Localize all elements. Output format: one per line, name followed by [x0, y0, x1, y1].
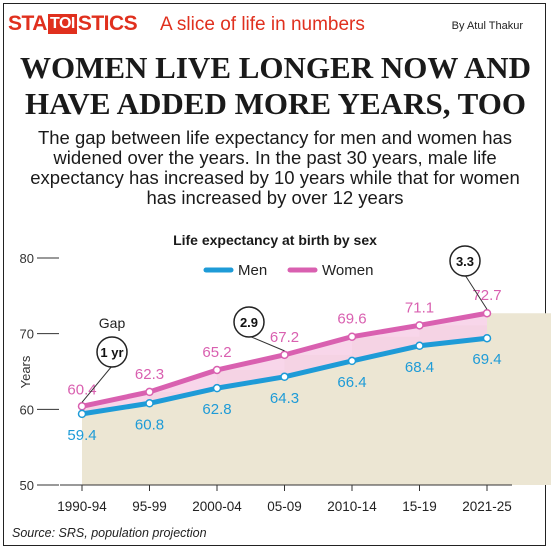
gap-callout-leader	[81, 365, 113, 403]
gap-callout-bubble	[449, 245, 481, 277]
gap-callout-leader	[248, 335, 285, 352]
x-tick-label: 15-19	[402, 499, 437, 514]
tagline: A slice of life in numbers	[160, 14, 365, 35]
women-value-label: 72.7	[472, 287, 501, 304]
men-value-label: 62.8	[202, 401, 231, 418]
men-data-point	[280, 372, 289, 382]
women-data-point	[145, 387, 154, 397]
gap-callout-value: 2.9	[240, 315, 258, 330]
chart-title: Life expectancy at birth by sex	[173, 232, 377, 248]
gap-area	[82, 313, 487, 414]
women-data-point	[280, 350, 289, 360]
x-tick-label: 2021-25	[462, 499, 512, 514]
headline: WOMEN LIVE LONGER NOW AND HAVE ADDED MOR…	[20, 50, 531, 121]
category-column-band	[217, 369, 285, 485]
men-data-point	[212, 383, 222, 393]
women-data-point	[482, 308, 492, 318]
byline: By Atul Thakur	[451, 20, 523, 32]
x-tick-label: 95-99	[132, 499, 167, 514]
women-data-point	[415, 321, 424, 330]
women-data-point	[347, 332, 357, 341]
women-legend-label: Women	[322, 262, 373, 279]
women-value-label: 62.3	[135, 366, 164, 383]
men-legend-label: Men	[238, 262, 267, 279]
men-data-point	[482, 333, 492, 343]
men-data-point	[347, 356, 357, 366]
women-value-label: 67.2	[270, 329, 299, 346]
women-data-point	[212, 365, 222, 375]
gap-callout-leader	[464, 274, 488, 310]
men-data-point	[145, 399, 154, 408]
category-column-band	[487, 313, 551, 485]
subheadline: The gap between life expectancy for men …	[30, 127, 520, 208]
men-value-label: 60.8	[135, 416, 164, 433]
gap-callout-label: Gap	[99, 315, 126, 331]
y-tick-label: 80	[20, 251, 34, 266]
category-column-band	[149, 391, 217, 485]
women-data-point	[77, 402, 87, 411]
gap-callout-bubble	[96, 336, 128, 368]
category-column-band	[82, 406, 150, 485]
x-tick-label: 05-09	[267, 499, 302, 514]
men-value-label: 69.4	[472, 351, 501, 368]
y-tick-label: 50	[20, 478, 34, 493]
category-column-band	[352, 336, 420, 485]
y-axis-label: Years	[18, 355, 33, 388]
header: STA TOI STICS A slice of life in numbers B…	[8, 12, 543, 36]
men-value-label: 68.4	[405, 359, 434, 376]
men-value-label: 59.4	[67, 427, 96, 444]
women-value-label: 69.6	[337, 311, 366, 328]
brand-logo: STA TOI STICS	[8, 12, 138, 35]
category-column-band	[419, 325, 487, 485]
men-data-point	[415, 341, 424, 351]
women-value-label: 71.1	[405, 299, 434, 316]
source-note: Source: SRS, population projection	[12, 526, 207, 540]
x-tick-label: 2000-04	[192, 499, 242, 514]
y-tick-label: 70	[20, 327, 34, 342]
gap-callout-value: 1 yr	[100, 345, 123, 360]
gap-callout-bubble	[233, 306, 265, 338]
women-value-label: 65.2	[202, 344, 231, 361]
gap-callout-value: 3.3	[456, 254, 474, 269]
y-tick-label: 60	[20, 402, 34, 417]
x-tick-label: 1990-94	[57, 499, 107, 514]
men-data-point	[77, 409, 87, 419]
x-tick-label: 2010-14	[327, 499, 377, 514]
men-value-label: 64.3	[270, 390, 299, 407]
men-value-label: 66.4	[337, 374, 366, 391]
